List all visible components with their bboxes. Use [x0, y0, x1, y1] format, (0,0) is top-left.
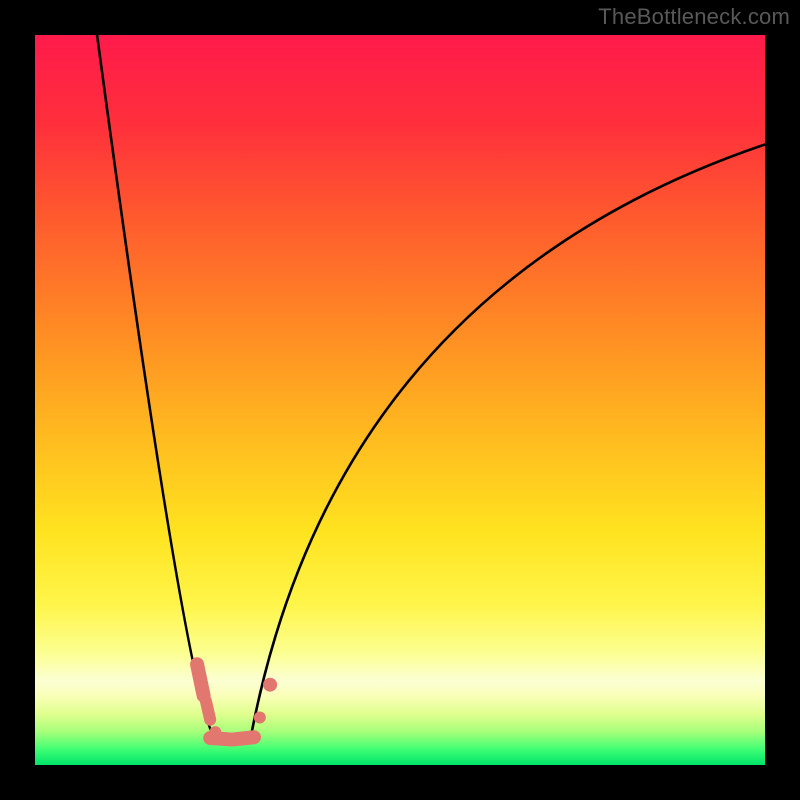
data-point — [197, 664, 204, 695]
bottleneck-curve-chart — [0, 0, 800, 800]
watermark-text: TheBottleneck.com — [598, 4, 790, 30]
gradient-background — [35, 35, 765, 765]
data-point — [254, 712, 266, 724]
chart-stage: TheBottleneck.com — [0, 0, 800, 800]
data-point — [263, 678, 277, 692]
data-point — [206, 701, 210, 720]
data-point — [234, 737, 254, 739]
